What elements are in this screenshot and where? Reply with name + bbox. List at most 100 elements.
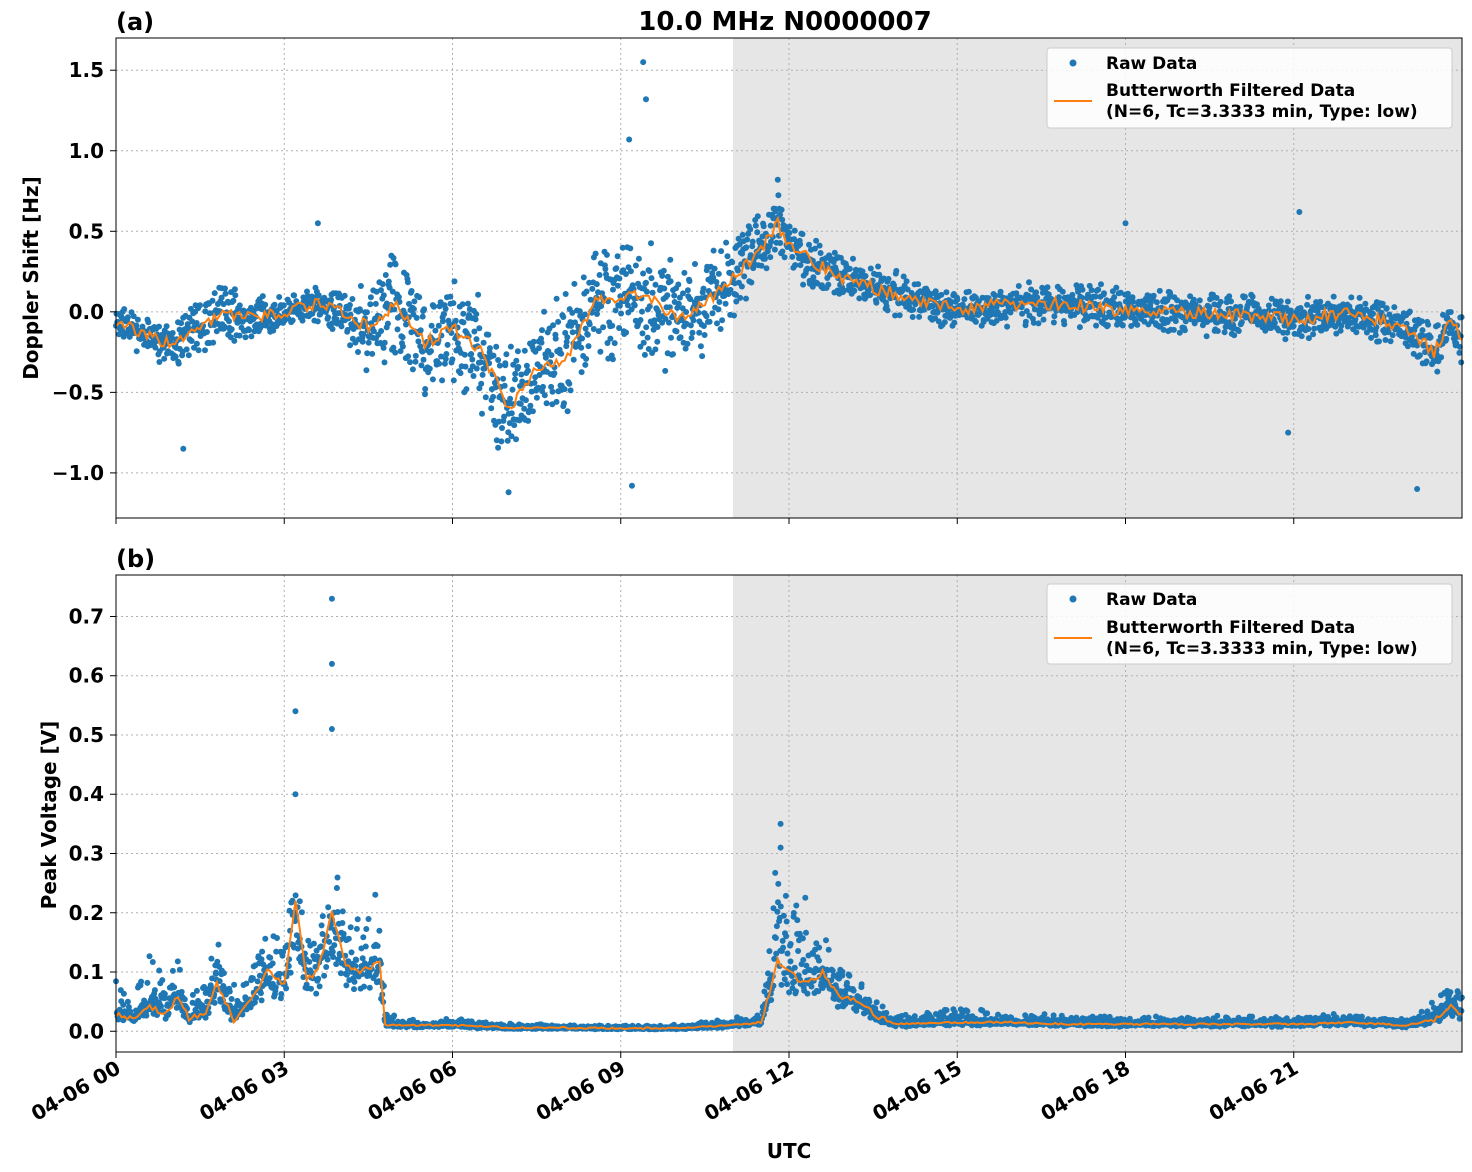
raw-data-point [493, 343, 500, 350]
raw-data-point [384, 320, 391, 327]
raw-data-point [1352, 316, 1359, 323]
raw-data-point [670, 351, 676, 358]
raw-data-point [596, 272, 603, 278]
raw-data-point [337, 952, 344, 959]
raw-data-point [442, 356, 449, 362]
raw-data-point [231, 981, 238, 988]
raw-data-point [774, 908, 781, 915]
raw-data-point [355, 349, 361, 355]
raw-data-point [156, 967, 163, 974]
raw-data-point [582, 325, 589, 332]
raw-data-point [460, 310, 467, 317]
raw-data-point [366, 984, 373, 991]
raw-data-point [272, 984, 279, 991]
raw-data-point [337, 970, 344, 977]
raw-data-point [873, 299, 880, 306]
raw-data-point [499, 425, 505, 431]
raw-data-outlier [1122, 220, 1129, 227]
raw-data-point [993, 317, 1000, 324]
raw-data-point [220, 970, 227, 977]
raw-data-point [1221, 329, 1228, 336]
raw-data-point [768, 997, 775, 1003]
raw-data-outlier [1285, 429, 1292, 436]
raw-data-point [1387, 338, 1394, 345]
raw-data-point [1101, 290, 1107, 297]
raw-data-point [569, 329, 576, 336]
raw-data-point [181, 996, 188, 1003]
raw-data-point [228, 326, 235, 333]
raw-data-point [723, 239, 730, 246]
raw-data-point [439, 318, 446, 325]
raw-data-point [550, 322, 557, 329]
raw-data-point [169, 330, 176, 336]
raw-data-point [146, 953, 153, 960]
raw-data-point [710, 247, 717, 254]
raw-data-point [452, 317, 459, 324]
raw-data-point [662, 367, 669, 374]
raw-data-point [404, 279, 411, 286]
raw-data-point [701, 332, 708, 338]
raw-data-point [395, 294, 402, 300]
raw-data-point [507, 395, 514, 402]
raw-data-point [567, 387, 574, 394]
raw-data-point [193, 987, 200, 994]
raw-data-point [329, 320, 336, 327]
raw-data-point [369, 350, 376, 357]
raw-data-point [475, 291, 482, 298]
raw-data-point [347, 924, 354, 931]
raw-data-point [676, 294, 683, 301]
raw-data-point [500, 375, 507, 382]
raw-data-point [916, 313, 923, 320]
raw-data-point [1379, 300, 1386, 307]
raw-data-point [144, 979, 151, 986]
raw-data-point [172, 353, 179, 360]
raw-data-point [1304, 301, 1311, 308]
raw-data-point [312, 963, 319, 970]
raw-data-point [1305, 293, 1311, 300]
raw-data-point [754, 229, 761, 236]
raw-data-point [378, 287, 384, 294]
raw-data-point [639, 330, 646, 337]
raw-data-point [392, 349, 399, 356]
raw-data-point [428, 322, 435, 329]
raw-data-point [305, 937, 312, 944]
raw-data-point [600, 324, 607, 331]
raw-data-point [597, 348, 604, 355]
raw-data-point [553, 398, 560, 405]
raw-data-point [711, 265, 718, 272]
raw-data-point [127, 1008, 134, 1015]
raw-data-point [1093, 322, 1100, 329]
raw-data-point [409, 366, 416, 373]
raw-data-point [511, 422, 518, 429]
raw-data-point [472, 316, 479, 323]
raw-data-point [637, 317, 644, 323]
raw-data-point [583, 355, 590, 362]
raw-data-point [607, 335, 614, 342]
raw-data-point [578, 344, 585, 351]
raw-data-point [837, 254, 844, 261]
raw-data-point [541, 392, 548, 399]
raw-data-point [441, 360, 448, 367]
raw-data-point [696, 329, 703, 336]
raw-data-point [230, 297, 237, 304]
raw-data-point [548, 352, 555, 359]
raw-data-point [1119, 322, 1126, 329]
raw-data-point [741, 273, 748, 280]
raw-data-point [858, 981, 865, 988]
raw-data-point [536, 372, 543, 378]
raw-data-point [619, 244, 626, 251]
raw-data-point [1356, 294, 1363, 301]
raw-data-point [1069, 291, 1076, 298]
raw-data-point [571, 280, 578, 287]
raw-data-point [904, 286, 911, 293]
raw-data-point [266, 975, 273, 982]
raw-data-point [992, 292, 999, 299]
raw-data-point [353, 925, 360, 932]
raw-data-point [380, 344, 387, 351]
raw-data-point [715, 270, 722, 277]
y-tick-label: 1.0 [69, 139, 104, 163]
raw-data-point [1156, 287, 1163, 294]
raw-data-point [1391, 304, 1398, 311]
raw-data-point [525, 417, 532, 424]
raw-data-point [501, 413, 508, 420]
